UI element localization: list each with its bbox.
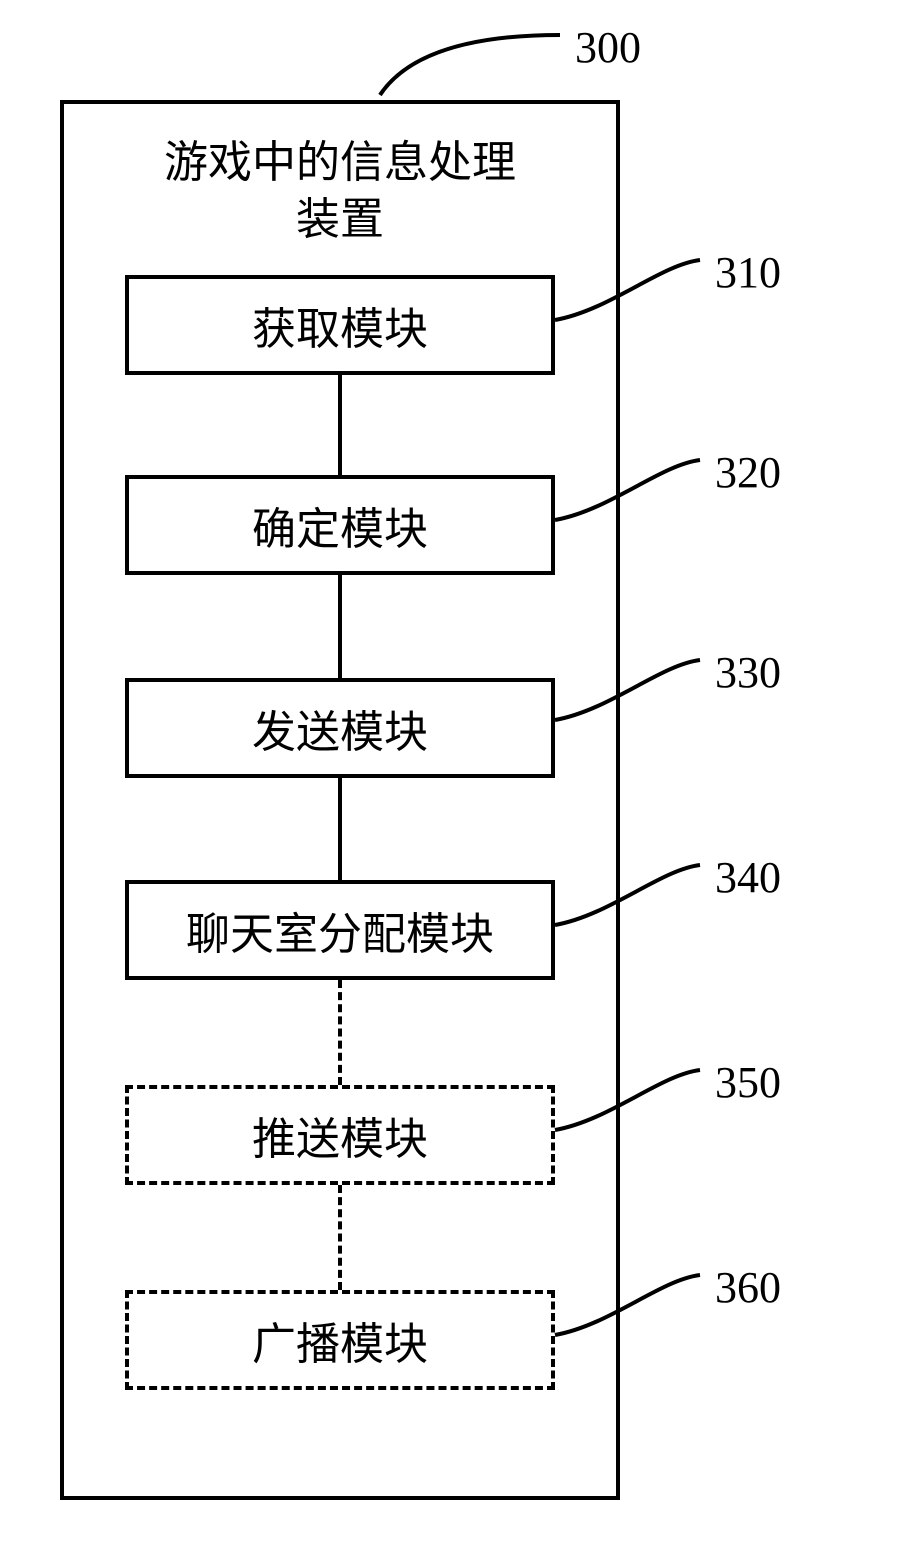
ref-label-330: 330: [715, 647, 781, 698]
module-label: 获取模块: [252, 293, 428, 357]
module-320: 确定模块: [125, 475, 555, 575]
title-line-1: 游戏中的信息处理: [64, 134, 616, 191]
ref-label-340: 340: [715, 852, 781, 903]
ref-label-350: 350: [715, 1057, 781, 1108]
connector-m340-m350: [338, 980, 342, 1085]
module-340: 聊天室分配模块: [125, 880, 555, 980]
module-310: 获取模块: [125, 275, 555, 375]
connector-m330-m340: [338, 778, 342, 880]
module-label: 确定模块: [252, 493, 428, 557]
module-360: 广播模块: [125, 1290, 555, 1390]
module-label: 发送模块: [252, 696, 428, 760]
title-line-2: 装置: [64, 191, 616, 248]
ref-label-300: 300: [575, 22, 641, 73]
connector-m310-m320: [338, 375, 342, 475]
ref-label-360: 360: [715, 1262, 781, 1313]
ref-label-310: 310: [715, 247, 781, 298]
connector-m320-m330: [338, 575, 342, 678]
ref-label-320: 320: [715, 447, 781, 498]
module-350: 推送模块: [125, 1085, 555, 1185]
container-title: 游戏中的信息处理 装置: [64, 104, 616, 248]
module-label: 广播模块: [252, 1308, 428, 1372]
module-330: 发送模块: [125, 678, 555, 778]
module-label: 聊天室分配模块: [186, 898, 494, 962]
connector-m350-m360: [338, 1185, 342, 1290]
module-label: 推送模块: [252, 1103, 428, 1167]
